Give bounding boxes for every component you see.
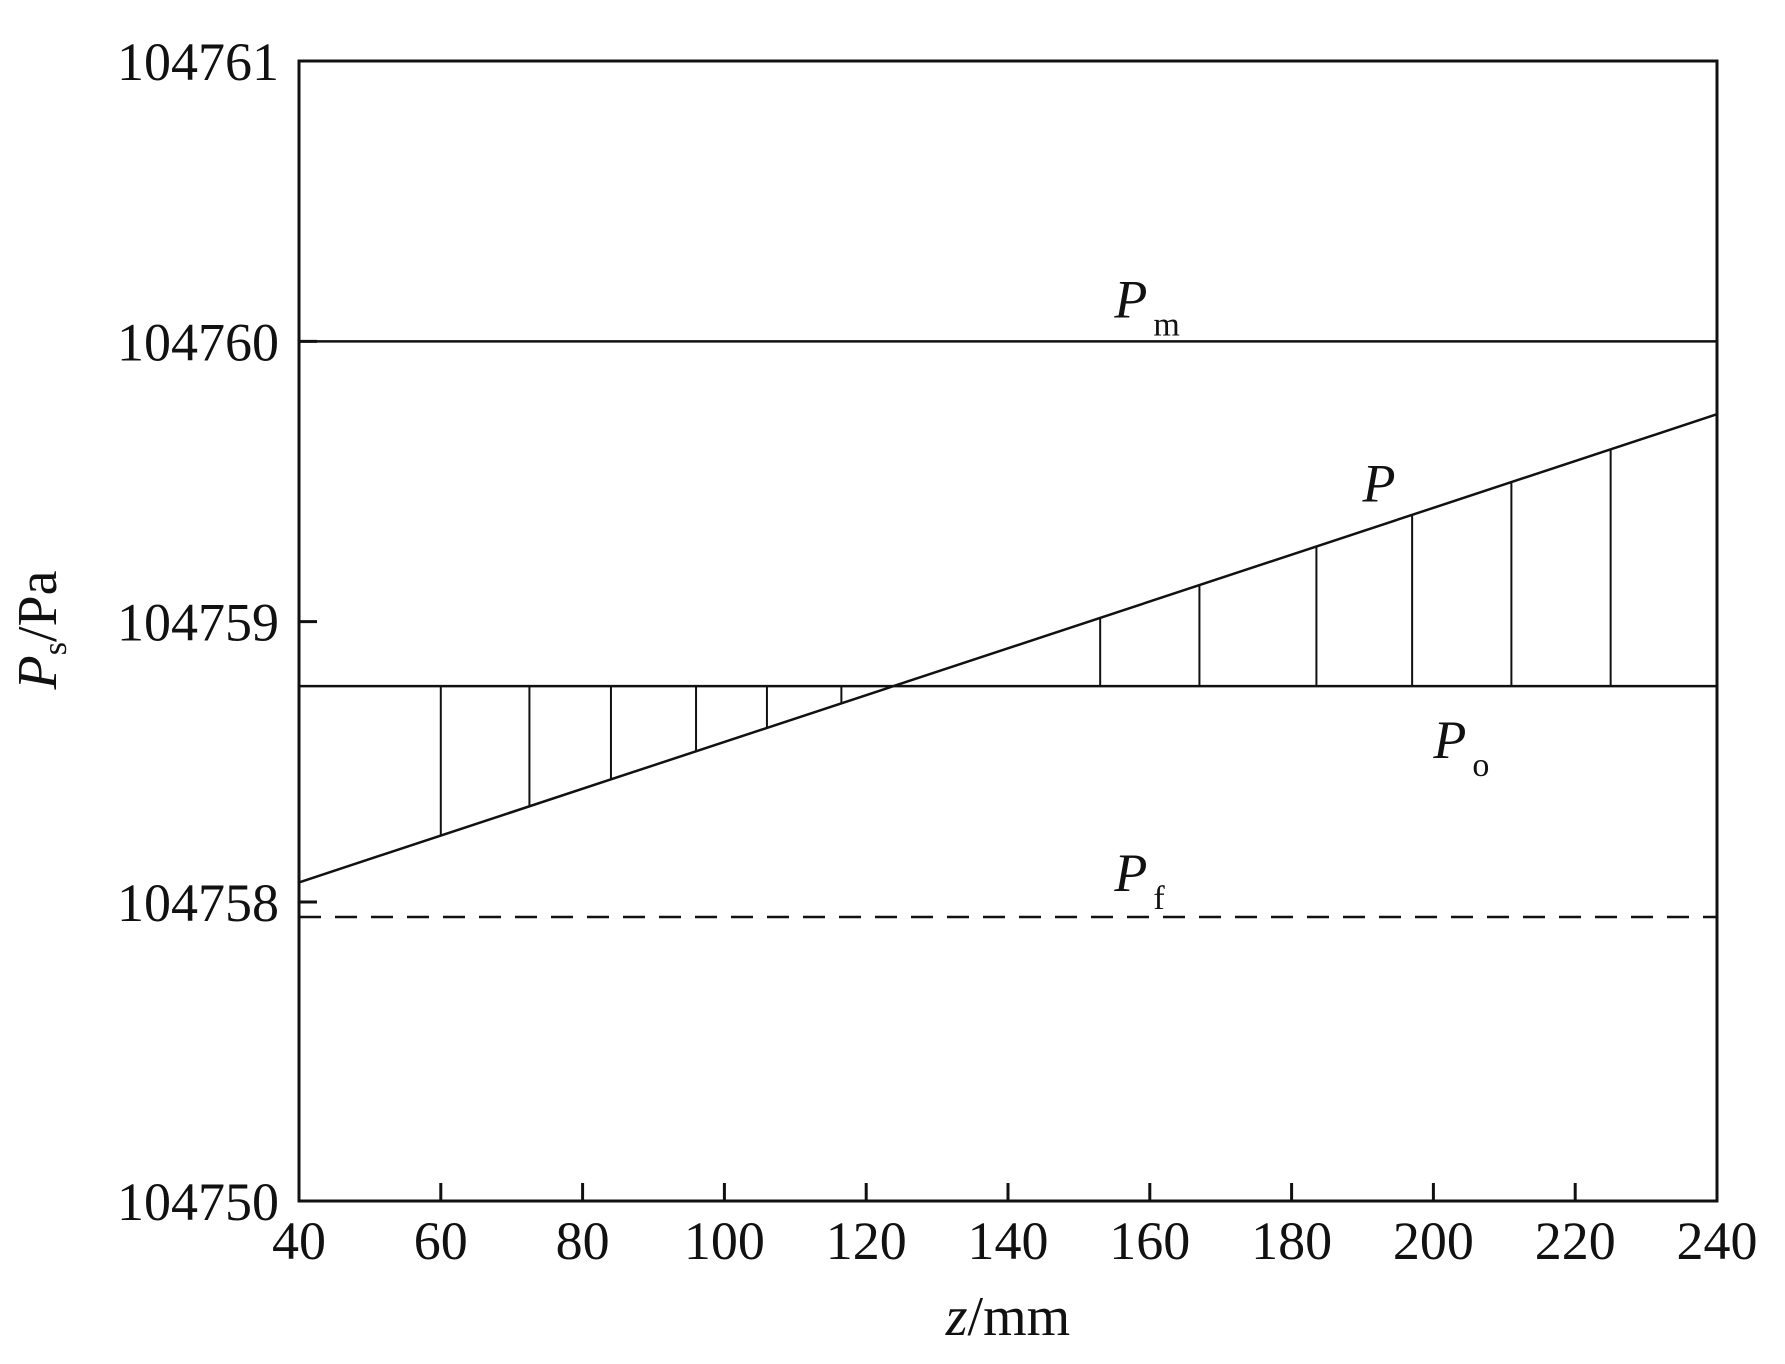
x-axis-unit: /mm — [968, 1286, 1071, 1348]
y-tick-label: 104758 — [117, 873, 279, 933]
x-axis-var: z — [945, 1286, 968, 1348]
hatch-lines — [439, 449, 1612, 836]
plot-frame — [297, 59, 1719, 1203]
series-label-main: P — [1362, 453, 1396, 513]
y-axis-var: P — [7, 655, 69, 690]
series-line-main — [298, 413, 1718, 884]
x-tick-label: 120 — [826, 1211, 907, 1271]
x-tick-label: 180 — [1251, 1211, 1332, 1271]
y-tick-label: 104759 — [117, 593, 279, 653]
y-tick-label: 104760 — [117, 312, 279, 372]
y-axis-unit: /Pa — [7, 570, 69, 642]
x-tick-label: 160 — [1109, 1211, 1190, 1271]
y-tick-label: 104750 — [117, 1172, 279, 1232]
x-tick-label: 200 — [1393, 1211, 1474, 1271]
x-tick-label: 240 — [1677, 1211, 1758, 1271]
x-tick-label: 140 — [968, 1211, 1049, 1271]
x-axis-title: z/mm — [945, 1286, 1070, 1348]
tick-labels: 40 60 80 100 120 140 160 180 200 220 240 104761 1047… — [117, 32, 1758, 1271]
x-tick-label: 60 — [414, 1211, 468, 1271]
x-tick-label: 100 — [684, 1211, 765, 1271]
x-tick-label: 40 — [272, 1211, 326, 1271]
ticks — [297, 59, 1719, 1203]
series-lines — [298, 340, 1718, 919]
y-axis-title: Ps/Pa — [7, 570, 74, 690]
y-axis-sub: s — [37, 642, 74, 655]
y-tick-label: 104761 — [117, 32, 279, 92]
x-tick-label: 80 — [556, 1211, 610, 1271]
x-tick-label: 220 — [1535, 1211, 1616, 1271]
